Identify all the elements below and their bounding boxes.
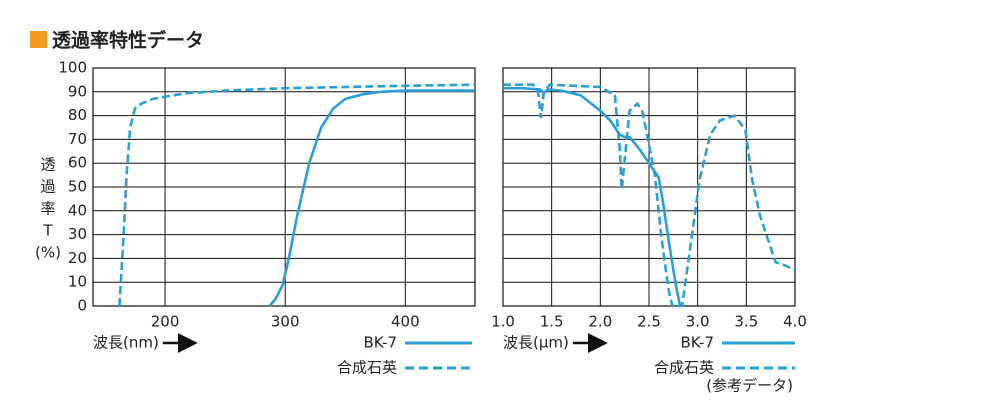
plot-frame	[502, 67, 796, 307]
y-tick-label: 50	[68, 178, 87, 196]
title: 透過率特性データ	[52, 29, 204, 52]
x-tick-label: 200	[151, 313, 180, 331]
y-axis-label: T	[42, 222, 53, 240]
x-tick-label: 1.0	[491, 313, 515, 331]
series-line	[503, 86, 682, 307]
y-axis-label: (%)	[35, 244, 61, 262]
y-tick-label: 0	[77, 297, 87, 315]
y-tick-label: 60	[68, 154, 87, 172]
x-axis-label: 波長(μm)	[503, 334, 569, 352]
series-line	[118, 83, 475, 307]
x-tick-label: 3.5	[734, 313, 758, 331]
legend-label: BK-7	[680, 334, 714, 352]
y-axis-label: 過	[40, 178, 55, 196]
y-tick-label: 40	[68, 201, 87, 219]
legend-label: BK-7	[363, 334, 397, 352]
legend-label: 合成石英	[654, 359, 714, 377]
series-line	[503, 83, 795, 308]
y-axis-label: 率	[40, 200, 55, 218]
x-tick-label: 1.5	[540, 313, 564, 331]
y-tick-label: 80	[68, 106, 87, 124]
x-axis-label: 波長(nm)	[93, 334, 159, 352]
y-axis-label: 透	[40, 156, 55, 174]
x-tick-label: 2.5	[637, 313, 661, 331]
y-tick-label: 100	[58, 59, 87, 77]
annotation: (参考データ)	[706, 377, 793, 395]
y-tick-label: 70	[68, 130, 87, 148]
x-tick-label: 400	[391, 313, 420, 331]
x-tick-label: 4.0	[783, 313, 807, 331]
y-tick-label: 90	[68, 82, 87, 100]
x-tick-label: 2.0	[588, 313, 612, 331]
y-tick-label: 30	[68, 225, 87, 243]
x-tick-label: 300	[271, 313, 300, 331]
legend-label: 合成石英	[337, 359, 397, 377]
series-line	[268, 89, 475, 307]
title-icon	[30, 31, 47, 48]
y-tick-label: 10	[68, 273, 87, 291]
y-tick-label: 20	[68, 249, 87, 267]
plot-frame	[92, 67, 476, 307]
plot-lines	[118, 83, 475, 307]
plot-lines	[503, 83, 795, 308]
x-tick-label: 3.0	[686, 313, 710, 331]
